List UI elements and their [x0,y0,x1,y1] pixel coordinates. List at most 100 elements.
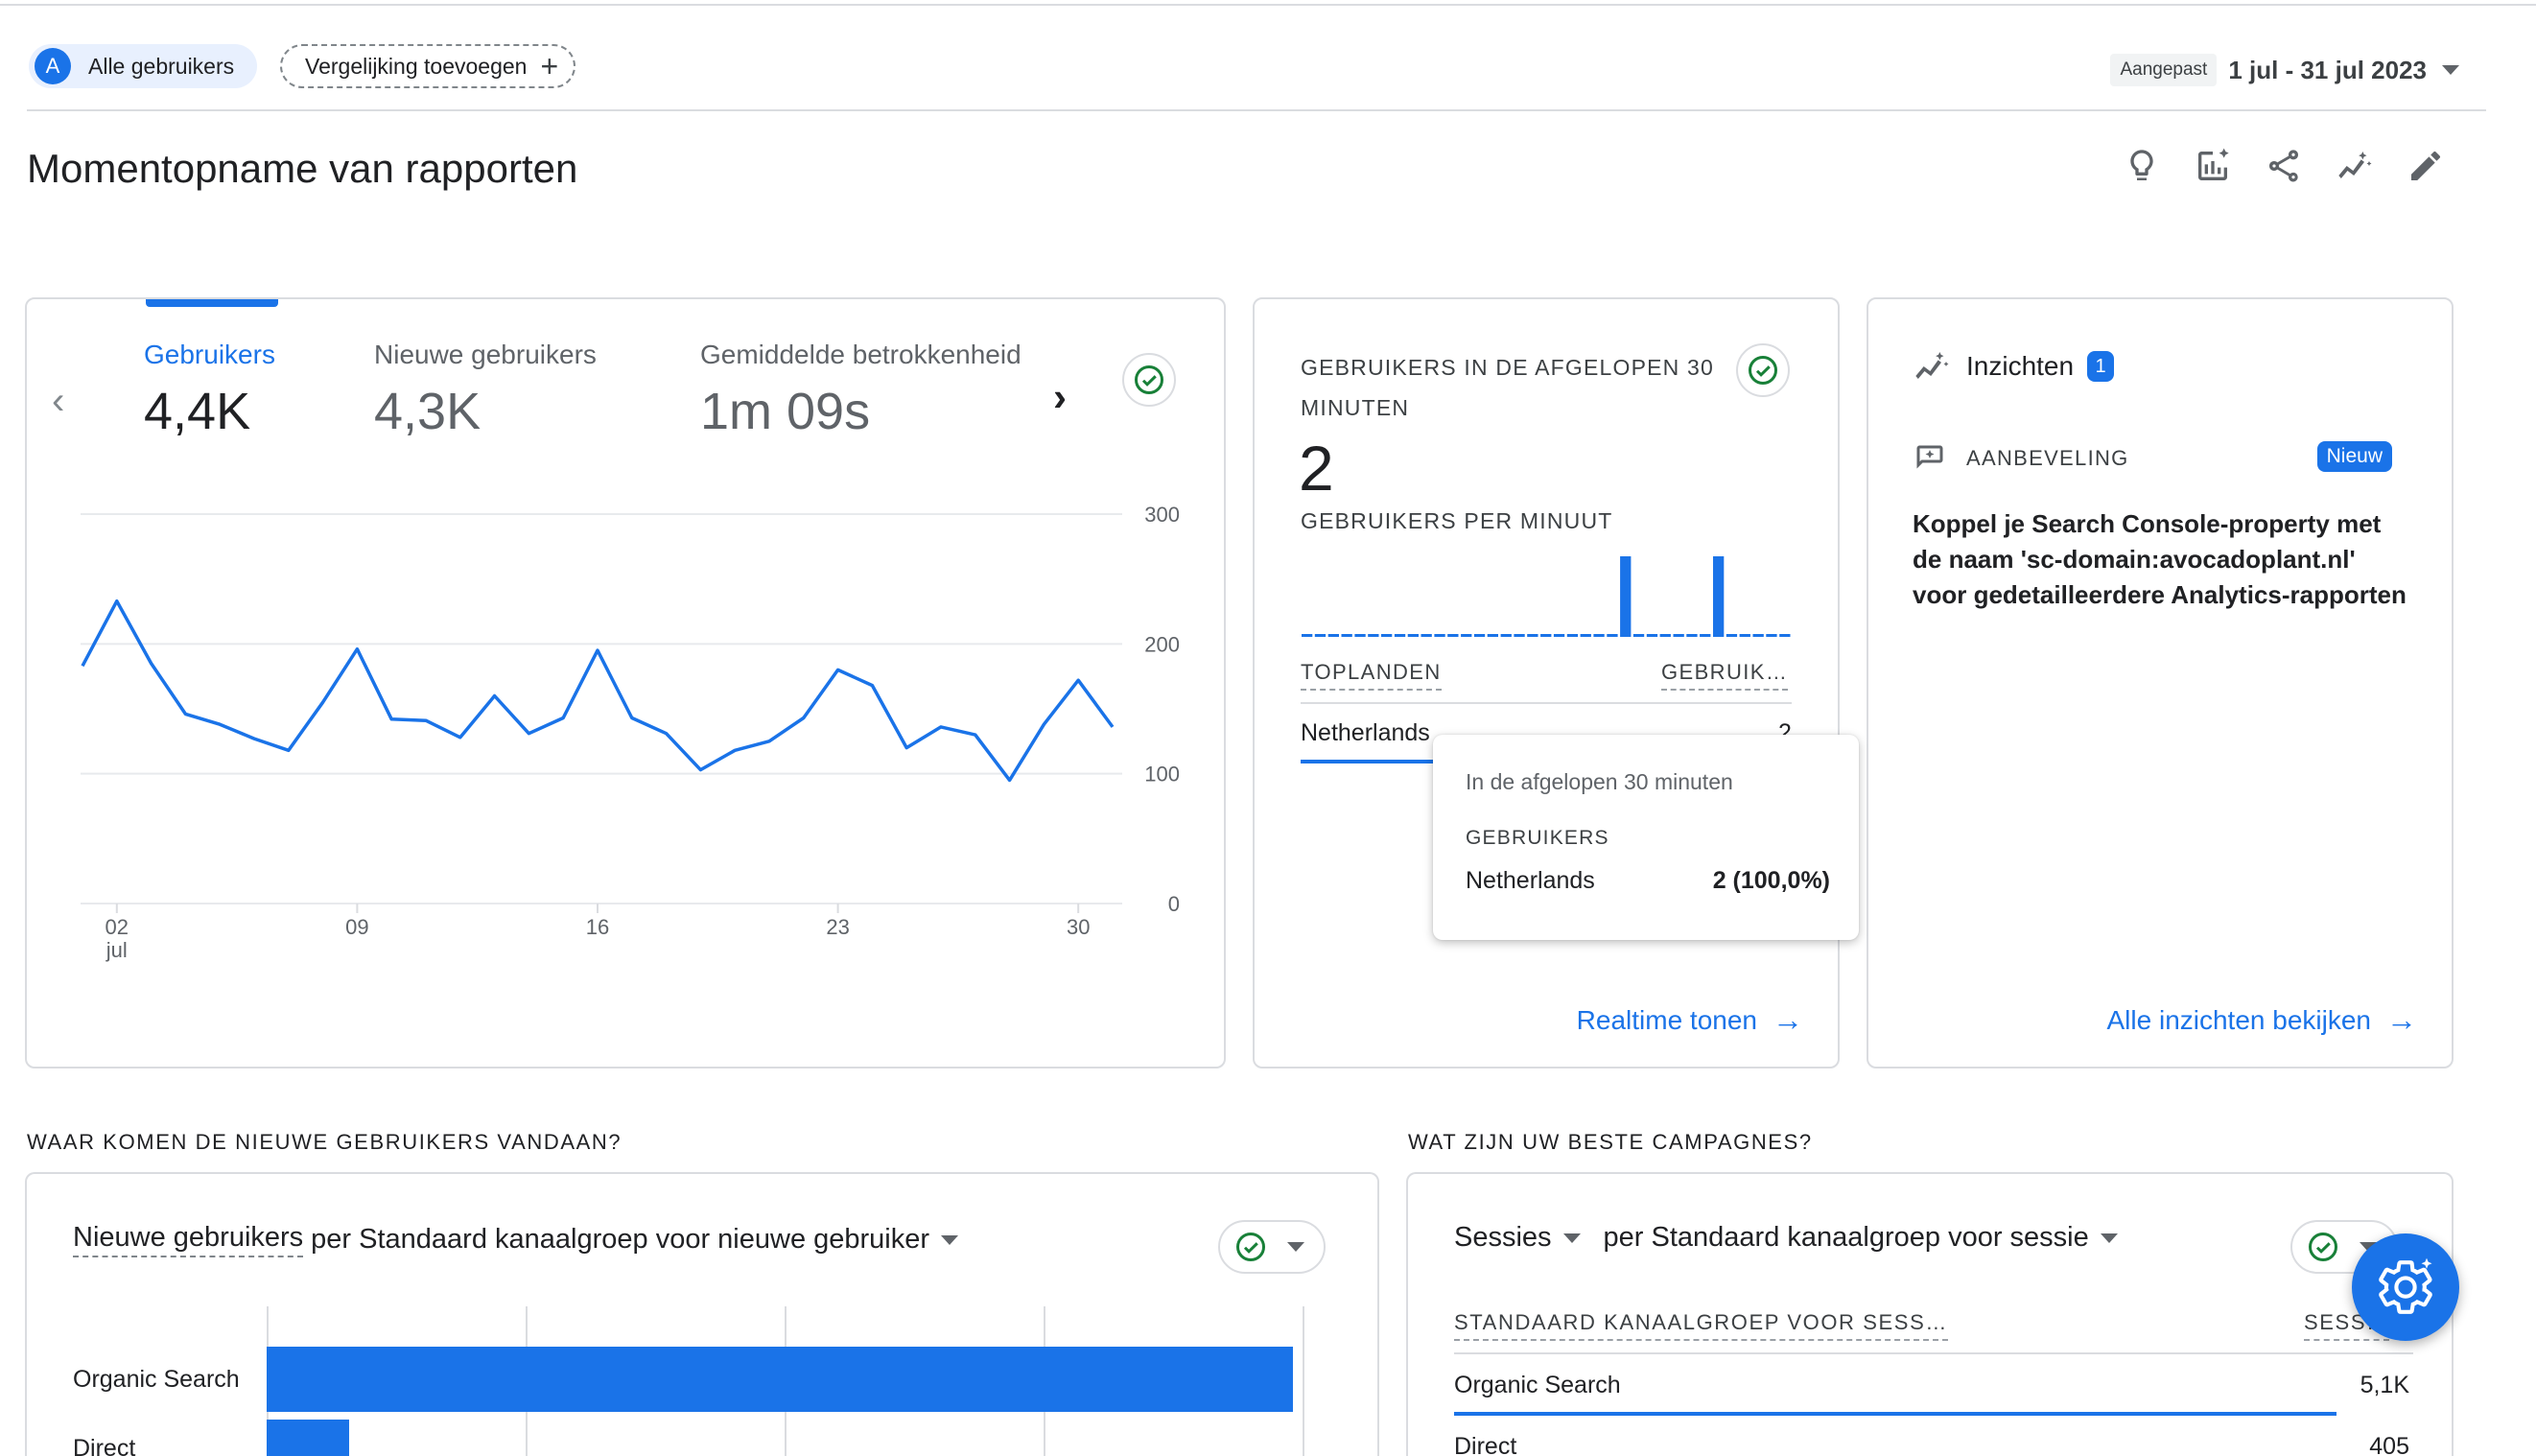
minute-bar[interactable] [1421,634,1432,637]
minute-bar[interactable] [1779,634,1791,637]
minute-bar[interactable] [1700,634,1711,637]
minute-bar[interactable] [1341,634,1352,637]
add-comparison-button[interactable]: Vergelijking toevoegen + [280,44,576,88]
minute-bar[interactable] [1434,634,1445,637]
minute-bar[interactable] [1394,634,1406,637]
data-point[interactable] [867,681,877,691]
minute-bar[interactable] [1686,634,1698,637]
data-point[interactable] [352,645,362,654]
minute-bar[interactable] [1500,634,1512,637]
data-point[interactable] [799,713,809,722]
metric-selector[interactable]: Sessies [1454,1222,1552,1253]
insights-icon[interactable] [2333,144,2377,188]
minute-bar[interactable] [1407,634,1419,637]
metric-tab-avg-engagement[interactable]: Gemiddelde betrokkenheid 1m 09s [700,340,1021,441]
share-icon[interactable] [2262,144,2306,188]
data-point[interactable] [1005,775,1015,785]
data-point[interactable] [593,646,602,655]
chevron-down-icon[interactable] [941,1234,959,1245]
minute-bar[interactable] [1381,634,1393,637]
data-point[interactable] [490,691,500,700]
minute-bar[interactable] [1314,634,1327,637]
minute-bar[interactable] [1632,634,1645,637]
settings-assistant-button[interactable] [2352,1233,2459,1341]
data-point[interactable] [1073,675,1083,685]
date-range-picker[interactable]: Aangepast 1 jul - 31 jul 2023 [2110,54,2459,86]
metric-tab-new-users[interactable]: Nieuwe gebruikers 4,3K [374,340,597,441]
data-point[interactable] [558,713,568,722]
data-point[interactable] [902,743,911,753]
data-point[interactable] [695,765,705,775]
minute-bar[interactable] [1752,634,1764,637]
minute-bar[interactable] [1726,634,1738,637]
minute-bar[interactable] [1766,634,1777,637]
data-point[interactable] [249,734,259,743]
data-point[interactable] [936,722,946,732]
data-point[interactable] [524,729,533,739]
data-point[interactable] [456,733,465,742]
dimension-selector[interactable]: per Standaard kanaalgroep voor nieuwe ge… [311,1224,930,1255]
data-quality-check-icon[interactable] [1122,353,1176,407]
data-point[interactable] [78,661,87,670]
data-point[interactable] [662,729,671,739]
minute-bar[interactable] [1302,634,1313,637]
minute-bar[interactable] [1473,634,1486,637]
pencil-icon[interactable] [2404,144,2448,188]
chevron-down-icon[interactable] [1562,1233,1581,1243]
minute-bar[interactable] [1368,634,1379,637]
data-quality-check-icon[interactable] [1736,343,1790,397]
view-realtime-link[interactable]: Realtime tonen → [1577,1002,1803,1038]
minute-bar[interactable] [1527,634,1538,637]
minute-bar[interactable] [1354,634,1366,637]
minute-bar[interactable] [1540,634,1552,637]
lightbulb-icon[interactable] [2120,144,2164,188]
minute-bar[interactable] [1659,634,1671,637]
chevron-left-icon[interactable]: ‹ [52,380,65,422]
minute-bar[interactable] [1553,634,1565,637]
minute-bar[interactable] [1327,634,1339,637]
data-point[interactable] [764,737,774,746]
data-point[interactable] [215,719,224,729]
data-point[interactable] [1108,722,1117,732]
data-point[interactable] [112,597,122,606]
minute-bar[interactable] [1646,634,1658,637]
data-point[interactable] [284,745,294,755]
data-point[interactable] [730,745,740,755]
minute-bar[interactable] [1487,634,1498,637]
minute-bar[interactable] [1447,634,1459,637]
minute-bar[interactable] [1514,634,1525,637]
chevron-down-icon[interactable] [2100,1233,2118,1243]
data-quality-check-button[interactable] [1218,1220,1326,1274]
segment-chip-all-users[interactable]: A Alle gebruikers [29,44,258,88]
chevron-right-icon[interactable]: › [1053,374,1067,419]
minute-bar[interactable] [1620,556,1632,637]
minute-bar[interactable] [1461,634,1472,637]
minute-bar[interactable] [1607,634,1618,637]
data-point[interactable] [834,665,843,674]
data-point[interactable] [421,716,431,725]
data-point[interactable] [627,713,637,722]
data-point[interactable] [147,659,156,669]
series-line-users[interactable] [81,599,1115,783]
col-header-channel[interactable]: STANDAARD KANAALGROEP VOOR SESS… [1454,1310,1948,1341]
channel-bar[interactable] [267,1347,1293,1412]
minute-bar[interactable] [1566,634,1579,637]
data-point[interactable] [180,709,190,718]
data-point[interactable] [318,697,328,707]
channel-bar[interactable] [267,1420,349,1456]
data-point[interactable] [1039,719,1048,729]
col-header-top-countries[interactable]: TOPLANDEN [1301,660,1442,691]
metric-tab-users[interactable]: Gebruikers 4,4K [144,340,275,441]
dimension-selector[interactable]: per Standaard kanaalgroep voor sessie [1603,1222,2089,1253]
metric-selector[interactable]: Nieuwe gebruikers [73,1222,304,1257]
minute-bar[interactable] [1673,634,1684,637]
insight-text[interactable]: Koppel je Search Console-property met de… [1913,509,2407,609]
col-header-users[interactable]: GEBRUIK… [1661,660,1789,691]
minute-bar[interactable] [1739,634,1750,637]
minute-bar[interactable] [1713,556,1725,637]
data-point[interactable] [971,730,980,740]
data-point[interactable] [387,715,396,724]
view-all-insights-link[interactable]: Alle inzichten bekijken → [2107,1002,2418,1038]
minute-bar[interactable] [1593,634,1605,637]
minute-bar[interactable] [1580,634,1591,637]
